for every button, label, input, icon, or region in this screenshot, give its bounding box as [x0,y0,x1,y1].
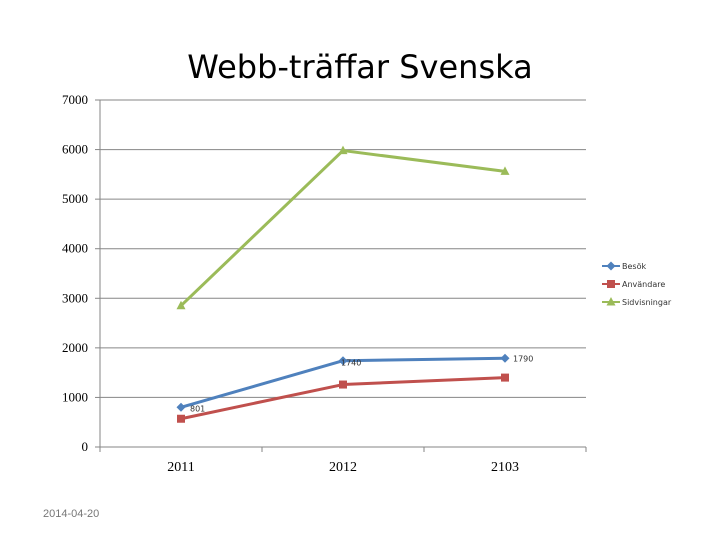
point-marker [607,280,615,288]
chart-title: Webb-träffar Svenska [187,48,532,86]
point-marker [176,300,186,310]
legend: Besök Användare Sidvisningar [602,261,672,307]
legend-label: Besök [622,262,646,271]
y-tick-label: 3000 [62,290,88,305]
y-tick-label: 0 [82,439,89,454]
x-tick-label: 2103 [491,460,519,475]
legend-label: Användare [622,280,665,289]
point-marker [500,353,510,363]
point-marker [501,373,509,382]
series-group [176,145,510,423]
y-axis-ticks: 0 1000 2000 3000 4000 5000 6000 7000 [62,92,100,454]
y-tick-label: 6000 [62,142,88,157]
x-tick-label: 2011 [167,460,194,475]
point-marker [338,356,348,366]
x-tick-label: 2012 [329,460,357,475]
point-marker [177,414,185,423]
footer-date: 2014-04-20 [43,508,100,520]
legend-label: Sidvisningar [622,298,672,307]
point-marker [606,261,616,271]
y-tick-label: 5000 [62,191,88,206]
point-marker [500,166,510,175]
point-marker [606,297,616,306]
gridlines [100,99,586,398]
y-tick-label: 4000 [62,241,88,256]
point-marker [176,402,186,412]
data-labels: 801 1740 1790 [190,354,533,413]
point-marker [339,380,347,389]
y-tick-label: 7000 [62,92,88,107]
series-line [179,149,506,307]
y-tick-label: 2000 [62,340,88,355]
y-tick-label: 1000 [62,389,88,404]
data-label: 801 [190,404,205,413]
axes [99,100,586,448]
data-label: 1790 [513,354,533,363]
point-marker [338,145,348,155]
x-axis-ticks: 2011 2012 2103 [99,447,587,475]
data-label: 1740 [341,359,361,368]
